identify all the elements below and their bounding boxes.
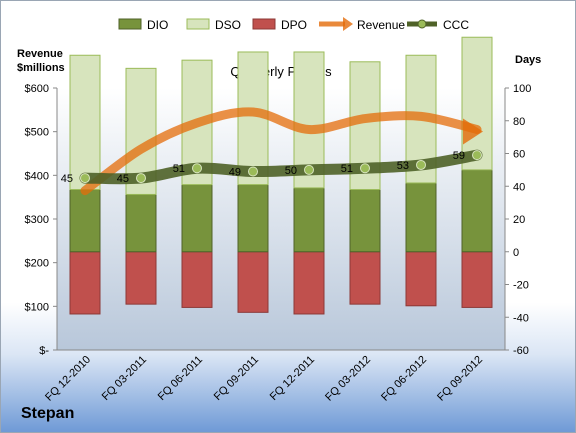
ccc-data-label: 45 <box>117 173 129 185</box>
right-tick-label: -60 <box>513 345 529 357</box>
ccc-point <box>416 159 426 170</box>
legend-swatch-dio <box>118 18 142 30</box>
left-tick-label: $100 <box>25 301 49 313</box>
x-tick-label: FQ 03-2012 <box>323 354 373 404</box>
x-tick-label: FQ 03-2011 <box>100 354 149 403</box>
bar-dpo <box>293 251 325 315</box>
legend: DIO DSO DPO Revenue CCC <box>118 17 469 32</box>
bar-dpo <box>461 251 493 308</box>
bar-dso <box>461 36 493 171</box>
bar-dpo <box>349 251 381 305</box>
ccc-point <box>304 164 314 175</box>
ccc-point <box>136 173 146 184</box>
ccc-data-label: 50 <box>285 165 297 177</box>
bar-dio <box>125 193 157 253</box>
left-tick-label: $500 <box>25 127 49 139</box>
right-tick-label: -40 <box>513 312 529 324</box>
right-tick-label: 40 <box>513 181 525 193</box>
right-tick-label: 100 <box>513 83 531 95</box>
left-tick-label: $200 <box>25 258 49 270</box>
x-tick-label: FQ 12-2011 <box>268 354 317 403</box>
bar-dio <box>405 182 437 253</box>
bar-dio <box>461 169 493 253</box>
x-tick-label: FQ 09-2011 <box>212 354 261 403</box>
plot-area <box>57 88 505 350</box>
legend-swatch-ccc <box>407 19 437 29</box>
bar-dpo <box>69 251 101 315</box>
legend-swatch-dpo <box>252 18 276 30</box>
bar-dio <box>181 184 213 253</box>
x-tick-label: FQ 09-2012 <box>435 354 485 404</box>
ccc-data-label: 59 <box>453 150 465 162</box>
x-tick-label: FQ 12-2010 <box>43 354 93 404</box>
right-tick-label: -20 <box>513 280 529 292</box>
x-tick-label: FQ 06-2011 <box>156 354 205 403</box>
legend-swatch-dso <box>186 18 210 30</box>
company-name: Stepan <box>21 405 75 422</box>
ccc-data-label: 51 <box>341 163 353 175</box>
ccc-point <box>248 166 258 177</box>
bar-dpo <box>405 251 437 307</box>
left-tick-label: $400 <box>25 170 49 182</box>
bar-dpo <box>237 251 269 313</box>
bar-dio <box>349 189 381 253</box>
ccc-point <box>472 150 482 161</box>
ccc-data-label: 53 <box>397 160 409 172</box>
left-tick-label: $- <box>39 345 49 357</box>
ccc-point <box>80 173 90 184</box>
right-tick-label: 80 <box>513 116 525 128</box>
bar-dio <box>237 184 269 253</box>
ccc-data-label: 49 <box>229 167 241 179</box>
legend-label-dpo: DPO <box>281 18 307 32</box>
left-axis-title-line1: Revenue <box>17 48 63 60</box>
legend-label-ccc: CCC <box>443 18 469 32</box>
legend-swatch-revenue <box>319 17 353 31</box>
ccc-data-label: 51 <box>173 163 185 175</box>
bar-dpo <box>181 251 213 308</box>
ccc-data-label: 45 <box>61 173 73 185</box>
legend-label-dio: DIO <box>147 18 168 32</box>
left-tick-label: $300 <box>25 214 49 226</box>
ccc-point <box>360 163 370 174</box>
revenue-line <box>80 107 482 196</box>
right-tick-label: 20 <box>513 214 525 226</box>
left-tick-label: $600 <box>25 83 49 95</box>
ccc-point <box>192 163 202 174</box>
x-tick-label: FQ 06-2012 <box>379 354 429 404</box>
bar-dso <box>69 54 101 191</box>
right-tick-label: 0 <box>513 247 519 259</box>
legend-label-dso: DSO <box>215 18 241 32</box>
right-axis-title: Days <box>515 54 541 66</box>
right-tick-label: 60 <box>513 149 525 161</box>
bar-dio <box>293 187 325 253</box>
legend-label-revenue: Revenue <box>357 18 405 32</box>
revenue-arrowhead <box>463 118 483 145</box>
left-axis-title-line2: $millions <box>17 62 65 74</box>
bar-dio <box>69 189 101 253</box>
bar-dpo <box>125 251 157 305</box>
